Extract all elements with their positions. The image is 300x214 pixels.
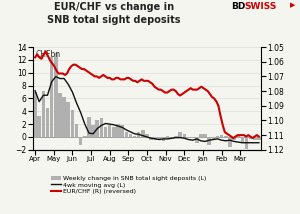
Bar	[104, 127, 107, 137]
Bar	[129, 134, 132, 137]
Bar	[137, 132, 140, 137]
Bar	[62, 97, 66, 137]
Text: ▶: ▶	[290, 2, 296, 8]
Bar	[212, 137, 215, 140]
Bar	[83, 136, 87, 137]
Bar	[108, 125, 112, 137]
Bar	[207, 137, 211, 145]
Bar	[236, 136, 240, 137]
Bar	[245, 137, 248, 149]
Bar	[199, 134, 203, 137]
Bar	[58, 93, 62, 137]
Text: BD: BD	[231, 2, 245, 11]
Bar	[195, 137, 199, 143]
Text: CHFbn: CHFbn	[35, 50, 60, 59]
Bar	[187, 137, 190, 138]
Bar	[253, 137, 256, 140]
Bar	[112, 127, 116, 137]
Bar	[79, 137, 83, 145]
Bar	[178, 132, 182, 137]
Text: EUR/CHF vs change in
SNB total sight deposits: EUR/CHF vs change in SNB total sight dep…	[47, 2, 181, 25]
Legend: Weekly change in SNB total sight deposits (L), 4wk moving avg (L), EUR/CHF (R) (: Weekly change in SNB total sight deposit…	[51, 175, 206, 194]
Bar	[95, 120, 99, 137]
Bar	[166, 136, 169, 137]
Bar	[75, 124, 78, 137]
Bar	[232, 137, 236, 140]
Bar	[70, 110, 74, 137]
Bar	[203, 134, 207, 137]
Bar	[120, 125, 124, 137]
Bar	[133, 136, 136, 137]
Bar	[257, 137, 261, 140]
Bar	[38, 116, 41, 137]
Bar	[141, 130, 145, 137]
Text: SWISS: SWISS	[244, 2, 277, 11]
Bar	[170, 137, 174, 139]
Bar	[67, 102, 70, 137]
Bar	[174, 136, 178, 137]
Bar	[220, 135, 224, 137]
Bar	[154, 137, 157, 140]
Bar	[100, 118, 103, 137]
Bar	[216, 136, 219, 137]
Bar	[46, 108, 49, 137]
Bar	[191, 137, 194, 138]
Bar	[182, 134, 186, 137]
Bar	[42, 91, 45, 137]
Bar	[158, 137, 161, 139]
Bar	[33, 92, 37, 137]
Bar	[228, 137, 232, 147]
Bar	[50, 57, 53, 137]
Bar	[91, 125, 95, 137]
Bar	[241, 137, 244, 142]
Bar	[145, 134, 149, 137]
Bar	[54, 54, 58, 137]
Bar	[224, 136, 227, 137]
Bar	[116, 124, 120, 137]
Bar	[149, 137, 153, 140]
Bar	[162, 137, 165, 141]
Bar	[87, 117, 91, 137]
Bar	[249, 137, 252, 139]
Bar	[124, 132, 128, 137]
